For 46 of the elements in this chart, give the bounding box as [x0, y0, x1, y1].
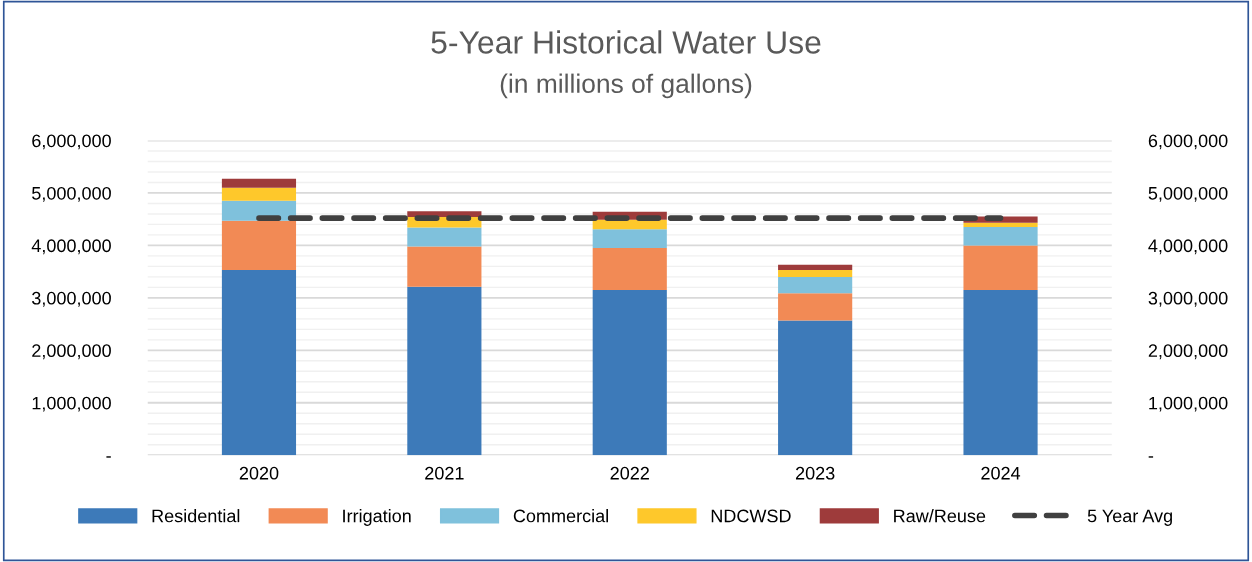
legend-label: 5 Year Avg	[1087, 509, 1172, 526]
bar	[221, 187, 297, 201]
bar	[963, 227, 1038, 246]
y-tick-label: 5,000,000	[32, 186, 111, 202]
bar	[407, 286, 482, 456]
chart-title: 5-Year Historical Water Use	[431, 30, 821, 54]
x-tick-label: 2020	[239, 466, 279, 480]
y2-tick-label: 1,000,000	[1149, 396, 1228, 412]
bar	[592, 248, 667, 290]
bar	[221, 270, 297, 456]
y-tick-label: 1,000,000	[32, 396, 111, 412]
bar	[778, 293, 853, 321]
bar	[407, 246, 482, 287]
bar	[963, 222, 1038, 228]
legend-label: Residential	[152, 509, 240, 523]
y2-tick-label: 6,000,000	[1148, 134, 1228, 150]
y2-tick-label: -	[1148, 456, 1154, 458]
bar	[963, 289, 1038, 456]
y-tick-label: 2,000,000	[32, 344, 111, 360]
legend-label: Irrigation	[343, 509, 411, 526]
x-tick-label: 2024	[981, 466, 1021, 480]
chart-subtitle: (in millions of gallons)	[500, 73, 752, 99]
legend-label: Raw/Reuse	[894, 509, 986, 523]
x-tick-label: 2021	[425, 466, 464, 480]
bar	[778, 320, 853, 456]
bar	[592, 289, 667, 456]
y2-tick-label: 5,000,000	[1148, 186, 1228, 202]
bar	[778, 264, 853, 271]
x-tick-label: 2023	[795, 466, 835, 480]
bar	[963, 245, 1038, 290]
bar	[407, 227, 482, 247]
bar	[221, 220, 297, 271]
bar	[778, 270, 853, 277]
x-tick-label: 2022	[610, 466, 649, 480]
y-tick-label: -	[106, 456, 111, 458]
bar	[592, 229, 667, 249]
y-tick-label: 3,000,000	[32, 291, 111, 307]
legend-label: Commercial	[513, 509, 608, 523]
bar	[778, 276, 853, 294]
legend-label: NDCWSD	[711, 509, 791, 523]
y2-tick-label: 2,000,000	[1148, 344, 1228, 360]
y2-tick-label: 3,000,000	[1148, 291, 1228, 307]
bar	[221, 178, 297, 188]
y-tick-label: 4,000,000	[31, 239, 111, 255]
y2-tick-label: 4,000,000	[1148, 239, 1228, 255]
y-tick-label: 6,000,000	[32, 134, 111, 150]
